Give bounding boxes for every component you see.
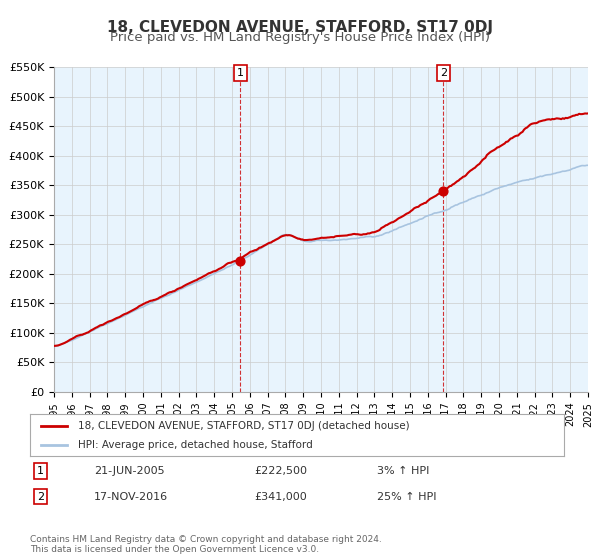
Text: £222,500: £222,500 — [254, 466, 307, 476]
Text: 18, CLEVEDON AVENUE, STAFFORD, ST17 0DJ (detached house): 18, CLEVEDON AVENUE, STAFFORD, ST17 0DJ … — [78, 421, 410, 431]
Text: 3% ↑ HPI: 3% ↑ HPI — [377, 466, 430, 476]
Point — [236, 256, 245, 265]
Text: 1: 1 — [237, 68, 244, 78]
Text: Contains HM Land Registry data © Crown copyright and database right 2024.
This d: Contains HM Land Registry data © Crown c… — [30, 535, 382, 554]
Text: £341,000: £341,000 — [254, 492, 307, 502]
Text: 2: 2 — [440, 68, 447, 78]
Point — [439, 186, 448, 195]
Text: 18, CLEVEDON AVENUE, STAFFORD, ST17 0DJ: 18, CLEVEDON AVENUE, STAFFORD, ST17 0DJ — [107, 20, 493, 35]
Text: 25% ↑ HPI: 25% ↑ HPI — [377, 492, 437, 502]
Text: 2: 2 — [37, 492, 44, 502]
Text: Price paid vs. HM Land Registry's House Price Index (HPI): Price paid vs. HM Land Registry's House … — [110, 31, 490, 44]
Text: HPI: Average price, detached house, Stafford: HPI: Average price, detached house, Staf… — [78, 440, 313, 450]
Text: 17-NOV-2016: 17-NOV-2016 — [94, 492, 168, 502]
Text: 21-JUN-2005: 21-JUN-2005 — [94, 466, 165, 476]
Text: 1: 1 — [37, 466, 44, 476]
